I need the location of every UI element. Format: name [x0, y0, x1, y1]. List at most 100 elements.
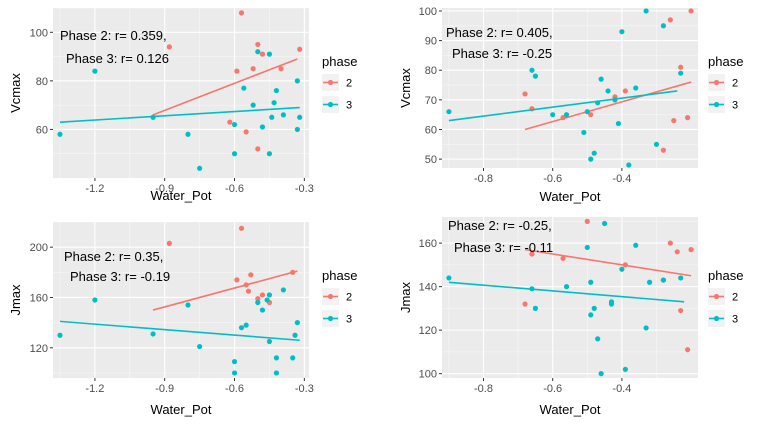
point-phase-3: [563, 284, 570, 290]
x-tick-label: -1.2: [85, 383, 104, 395]
point-phase-3: [273, 370, 280, 376]
point-phase-3: [185, 302, 191, 308]
point-phase-2: [250, 66, 256, 72]
point-phase-2: [255, 296, 261, 302]
point-phase-3: [591, 305, 597, 311]
y-tick-label: 60: [425, 124, 437, 136]
correlation-annotation: Phase 3: r= -0.19: [70, 269, 170, 284]
point-phase-2: [227, 119, 233, 125]
trendline-phase-3: [59, 320, 300, 342]
trendline-phase-2: [152, 58, 298, 116]
y-axis-title: Vcmax: [8, 73, 23, 113]
correlation-annotation: Phase 3: r= -0.25: [452, 46, 552, 61]
trendline-phase-3: [59, 106, 300, 123]
y-tick-label: 120: [419, 325, 437, 337]
legend: phase 2 3: [708, 268, 743, 327]
point-phase-3: [280, 287, 286, 293]
point-phase-3: [598, 76, 604, 82]
x-tick-label: -0.6: [225, 183, 244, 195]
y-axis-title: Vcmax: [398, 68, 413, 108]
legend-title: phase: [322, 54, 357, 69]
panel-background: [442, 8, 698, 168]
y-tick-label: 100: [419, 6, 437, 18]
y-tick-label: 80: [425, 65, 437, 77]
point-phase-3: [598, 371, 604, 377]
x-axis-title: Water_Pot: [540, 189, 601, 204]
y-tick-label: 120: [30, 343, 48, 355]
y-tick-label: 100: [30, 27, 48, 39]
legend-key-point: [327, 79, 334, 86]
point-phase-3: [294, 126, 300, 133]
point-phase-3: [243, 322, 249, 328]
point-phase-3: [446, 275, 452, 281]
point-phase-3: [197, 165, 203, 171]
point-phase-3: [678, 275, 684, 281]
point-phase-3: [250, 102, 256, 108]
legend-label: 3: [732, 314, 738, 326]
point-phase-2: [234, 68, 240, 74]
legend-key-point: [327, 293, 334, 300]
point-phase-3: [264, 297, 270, 303]
point-phase-3: [259, 124, 266, 130]
point-phase-3: [581, 129, 587, 136]
point-phase-3: [563, 112, 570, 118]
point-phase-2: [259, 51, 266, 57]
point-phase-3: [57, 131, 63, 137]
panel-background: [53, 222, 309, 378]
point-phase-3: [619, 266, 625, 272]
point-phase-2: [560, 255, 566, 261]
point-phase-3: [238, 325, 245, 331]
correlation-annotation: Phase 3: r= 0.126: [66, 51, 169, 66]
y-tick-label: 100: [419, 369, 437, 381]
point-phase-2: [667, 240, 673, 246]
y-tick-label: 200: [30, 242, 48, 254]
correlation-annotation: Phase 2: r= -0.25,: [448, 218, 552, 233]
point-phase-3: [241, 85, 247, 91]
x-tick-label: -0.9: [155, 383, 174, 395]
point-phase-3: [532, 305, 539, 311]
point-phase-3: [588, 279, 594, 285]
point-phase-3: [588, 312, 594, 318]
point-phase-3: [660, 277, 667, 283]
point-phase-3: [294, 320, 300, 326]
point-phase-3: [273, 87, 280, 94]
point-phase-2: [166, 44, 172, 50]
y-tick-label: 160: [419, 238, 437, 250]
point-phase-3: [591, 150, 597, 156]
point-phase-3: [550, 112, 556, 118]
point-phase-3: [643, 325, 649, 331]
point-phase-3: [660, 23, 667, 29]
y-tick-label: 80: [36, 76, 48, 88]
panel-background: [53, 8, 309, 178]
point-phase-2: [584, 218, 590, 224]
point-phase-3: [608, 299, 615, 305]
legend-key-point: [713, 293, 720, 300]
legend-key-point: [713, 101, 720, 108]
point-phase-3: [231, 370, 238, 376]
series-layer: [57, 10, 303, 171]
x-tick-label: -0.8: [474, 173, 493, 185]
legend-title: phase: [322, 268, 357, 283]
y-axis-title: Jmax: [398, 281, 413, 313]
point-phase-3: [266, 51, 273, 57]
point-phase-2: [660, 147, 667, 153]
point-phase-3: [646, 279, 653, 285]
legend-key-point: [327, 101, 334, 108]
y-tick-label: 140: [419, 282, 437, 294]
point-phase-3: [605, 88, 611, 94]
x-axis-title: Water_Pot: [540, 402, 601, 417]
point-phase-3: [231, 151, 238, 157]
point-phase-3: [446, 109, 452, 115]
correlation-annotation: Phase 2: r= 0.35,: [64, 249, 163, 264]
legend-label: 3: [346, 100, 352, 112]
point-phase-2: [255, 41, 261, 48]
point-phase-3: [57, 332, 63, 338]
point-phase-2: [278, 66, 284, 72]
point-phase-3: [150, 331, 156, 337]
point-phase-3: [266, 292, 273, 298]
point-phase-3: [626, 162, 632, 168]
y-tick-label: 60: [36, 124, 48, 136]
legend: phase 2 3: [708, 54, 743, 113]
y-tick-label: 90: [425, 36, 437, 48]
point-phase-2: [522, 91, 528, 97]
